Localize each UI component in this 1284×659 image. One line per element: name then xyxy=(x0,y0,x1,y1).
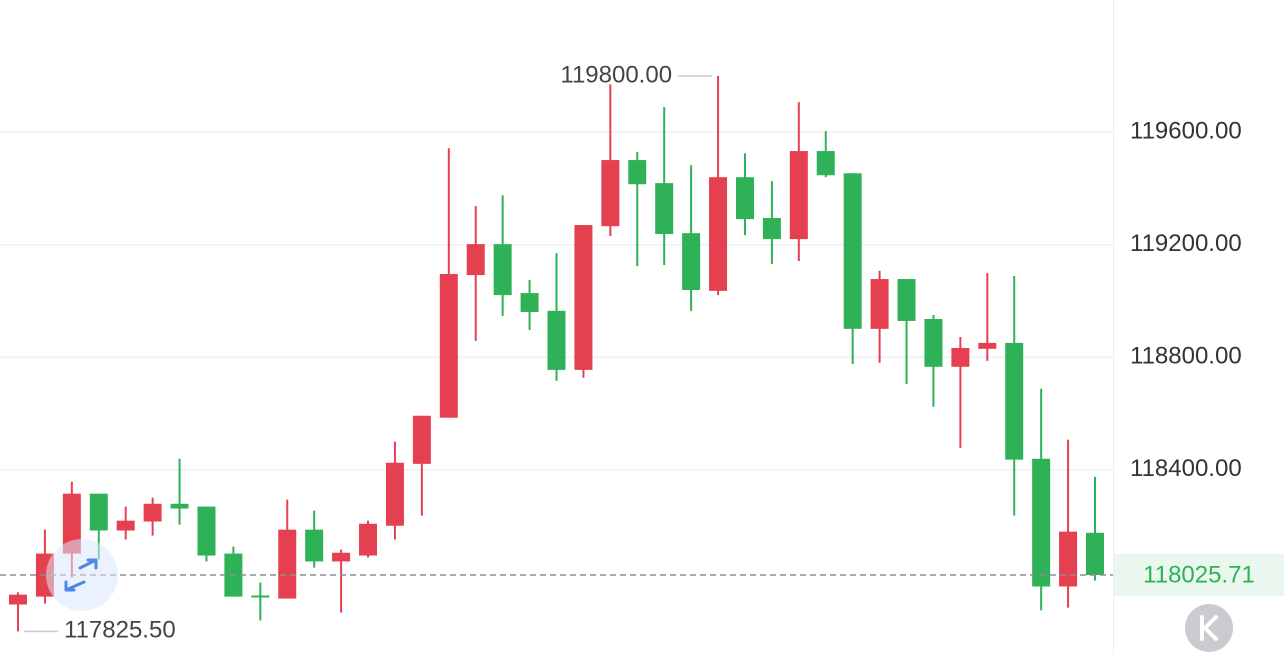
y-tick-label: 118800.00 xyxy=(1130,343,1242,370)
candle-body xyxy=(547,310,566,370)
candle-body xyxy=(762,218,781,240)
candle-body xyxy=(574,225,593,370)
candle-body xyxy=(197,506,216,556)
candle-body xyxy=(62,493,81,554)
candle-body xyxy=(951,347,970,367)
candle-body xyxy=(116,520,135,531)
last-price-label: 118025.71 xyxy=(1143,561,1255,588)
candle-body xyxy=(278,529,297,599)
candle-body xyxy=(305,529,324,562)
candle-body xyxy=(978,342,997,349)
candle-body xyxy=(9,594,27,605)
y-tick-label: 119200.00 xyxy=(1130,230,1242,257)
candle-body xyxy=(251,595,270,598)
candle-body xyxy=(143,503,162,522)
low-marker-label: 117825.50 xyxy=(64,617,176,644)
candle-body xyxy=(789,151,808,240)
candle-body xyxy=(709,177,728,291)
candle-body xyxy=(816,151,835,176)
candle-body xyxy=(655,183,674,235)
candle-body xyxy=(170,503,189,509)
candle-body xyxy=(1059,531,1078,587)
candle-body xyxy=(601,160,620,227)
candle-body xyxy=(1032,458,1051,587)
y-tick-label: 118400.00 xyxy=(1130,455,1242,482)
overlay: 119800.00 117825.50 118025.71 xyxy=(0,61,1284,644)
candle-body xyxy=(439,273,458,418)
expand-button[interactable] xyxy=(46,539,118,611)
candle-body xyxy=(412,415,431,464)
candle-body xyxy=(466,244,485,276)
high-marker-label: 119800.00 xyxy=(560,61,672,88)
last-price-box xyxy=(1114,554,1284,597)
candle-body xyxy=(332,552,351,562)
y-tick-label: 119600.00 xyxy=(1130,118,1242,145)
candle-body xyxy=(924,318,943,367)
candle-body xyxy=(1005,342,1024,460)
candle-body xyxy=(1086,532,1104,576)
candle-body xyxy=(520,293,539,312)
k-button[interactable] xyxy=(1185,604,1233,652)
candle-body xyxy=(89,493,108,531)
candle-body xyxy=(897,279,916,321)
candle-body xyxy=(682,233,701,291)
candle-body xyxy=(843,173,862,329)
candle-body xyxy=(385,462,404,526)
candles xyxy=(9,75,1104,632)
candle-body xyxy=(493,244,512,296)
grid: 118400.00 118800.00 119200.00 119600.00 xyxy=(0,118,1242,482)
candle-body xyxy=(735,177,754,220)
candle-body xyxy=(359,523,378,556)
candle-body xyxy=(870,279,889,329)
candle-body xyxy=(628,160,647,185)
